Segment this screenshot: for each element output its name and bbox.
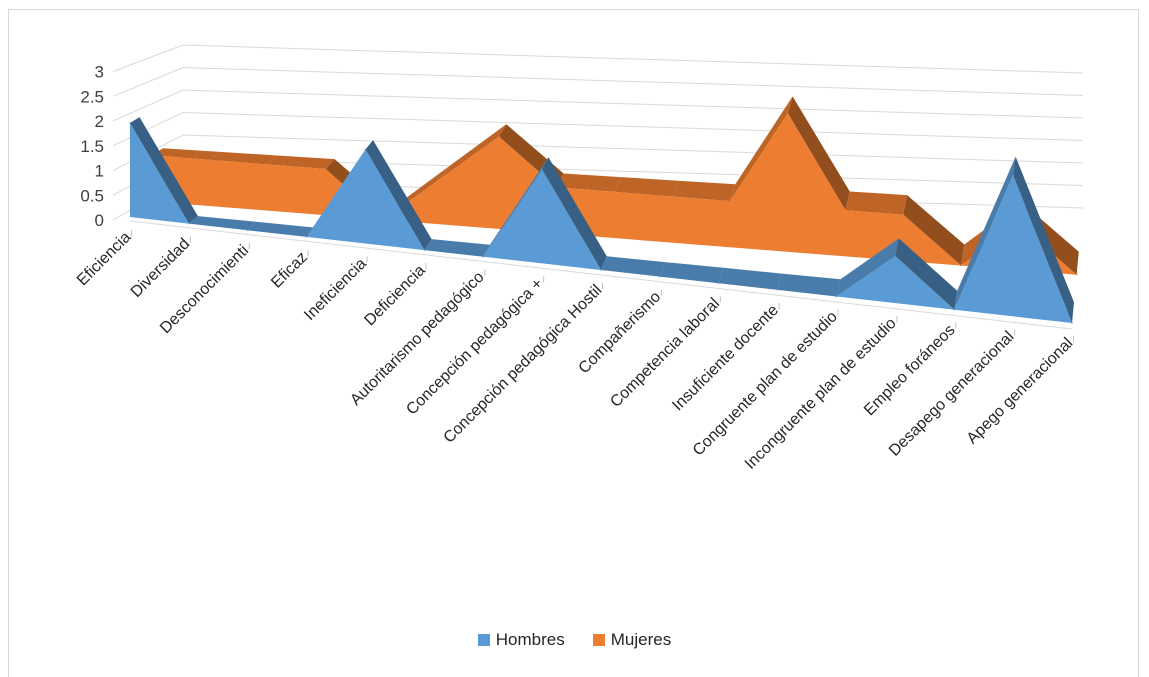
x-tick-label: Competencia laboral <box>607 295 723 411</box>
data-point-hombres <box>482 255 485 258</box>
series-ribbon-segment <box>787 96 850 211</box>
series-ribbon-segment <box>718 267 782 290</box>
x-tick-label: Ineficiencia <box>301 255 370 324</box>
series-ribbon-segment <box>130 117 198 224</box>
y-tick-label: 1 <box>95 162 104 181</box>
x-tick-label: Eficaz <box>268 249 311 292</box>
series-ribbon-segment <box>188 216 257 231</box>
series-ribbon-segment <box>836 238 899 297</box>
y-tick-label: 0.5 <box>80 186 104 205</box>
series-ribbon-segment <box>954 156 1016 310</box>
data-point-hombres <box>541 168 543 171</box>
series-area-face <box>152 113 1077 275</box>
series-mujeres <box>151 96 1079 276</box>
x-tick-label: Eficiencia <box>74 229 135 290</box>
legend-swatch-mujeres <box>592 634 605 646</box>
x-axis-line <box>129 220 1073 330</box>
series-ribbon-segment <box>845 191 908 215</box>
data-point-hombres <box>718 282 720 285</box>
series-ribbon-segment <box>895 238 958 310</box>
gridline-3 <box>112 44 1084 74</box>
y-tick-label: 2 <box>95 112 104 131</box>
series-ribbon-segment <box>152 148 221 160</box>
gridline-2 <box>112 89 1084 122</box>
series-ribbon-segment <box>777 273 841 297</box>
y-tick-label: 0 <box>95 211 104 230</box>
y-tick-label: 2.5 <box>80 87 104 106</box>
series-ribbon-segment <box>247 221 315 237</box>
data-point-mujeres <box>787 112 789 115</box>
data-point-hombres <box>1012 174 1014 177</box>
data-point-mujeres <box>844 209 847 211</box>
series-ribbon-segment <box>672 180 736 202</box>
data-point-hombres <box>129 122 131 124</box>
y-tick-label: 3 <box>95 63 104 82</box>
data-point-hombres <box>188 222 190 225</box>
data-point-mujeres <box>267 163 269 166</box>
legend: Hombres Mujeres <box>0 630 1149 650</box>
series-ribbon-segment <box>903 195 965 266</box>
data-point-mujeres <box>960 264 962 267</box>
x-tick-label: Concepción pedagógica + <box>403 275 546 418</box>
data-point-hombres <box>659 275 661 278</box>
series-ribbon-segment <box>542 157 607 270</box>
gridline-1.5 <box>112 111 1084 147</box>
legend-label-hombres: Hombres <box>495 630 565 649</box>
series-areas <box>129 96 1079 324</box>
y-axis-ticks: 0 0.5 1 1.5 2 2.5 3 <box>80 63 104 231</box>
data-point-mujeres <box>1075 273 1078 276</box>
series-ribbon-segment <box>614 177 679 197</box>
series-ribbon-segment <box>556 173 621 192</box>
legend-label-mujeres: Mujeres <box>610 630 672 649</box>
legend-item-hombres: Hombres <box>477 630 565 650</box>
x-tick-label: Diversidad <box>128 235 193 300</box>
data-point-hombres <box>305 236 308 238</box>
data-point-hombres <box>247 229 249 232</box>
data-point-hombres <box>600 269 602 271</box>
legend-swatch-hombres <box>477 634 490 646</box>
data-point-hombres <box>364 148 367 151</box>
data-point-mujeres <box>729 200 731 202</box>
series-ribbon-segment <box>730 96 793 202</box>
x-tick-label: Apego generacional <box>964 335 1077 448</box>
y-tick-label: 1.5 <box>80 137 104 156</box>
data-point-mujeres <box>324 168 327 170</box>
gridline-2.5 <box>112 66 1084 97</box>
data-point-mujeres <box>209 159 211 161</box>
data-point-hombres <box>423 249 426 251</box>
series-ribbon-segment <box>483 157 549 257</box>
series-area-face <box>130 123 1072 323</box>
data-point-hombres <box>894 255 897 257</box>
x-tick-label: Autoritarismo pedagógico <box>347 269 487 409</box>
series-ribbon-segment <box>441 124 507 179</box>
data-point-mujeres <box>498 135 500 138</box>
series-ribbon-segment <box>659 262 724 284</box>
legend-item-mujeres: Mujeres <box>592 630 672 650</box>
data-point-mujeres <box>902 214 905 216</box>
series-ribbon-segment <box>210 151 278 165</box>
chart-frame <box>8 9 1139 677</box>
series-ribbon-segment <box>1013 156 1074 323</box>
data-point-hombres <box>835 295 838 298</box>
data-point-mujeres <box>613 191 616 193</box>
data-point-mujeres <box>671 195 673 198</box>
data-point-hombres <box>953 309 956 311</box>
series-ribbon-segment <box>267 155 335 169</box>
data-point-hombres <box>1071 322 1073 324</box>
series-ribbon-segment <box>365 140 432 251</box>
data-point-hombres <box>776 289 779 291</box>
series-ribbon-segment <box>424 239 490 257</box>
series-ribbon-segment <box>601 256 666 277</box>
data-point-mujeres <box>440 177 442 179</box>
x-axis <box>129 220 1075 342</box>
x-tick-label: Desapego generacional <box>886 328 1018 460</box>
x-tick-label: Deficiencia <box>361 262 428 329</box>
series-hombres <box>129 117 1074 324</box>
